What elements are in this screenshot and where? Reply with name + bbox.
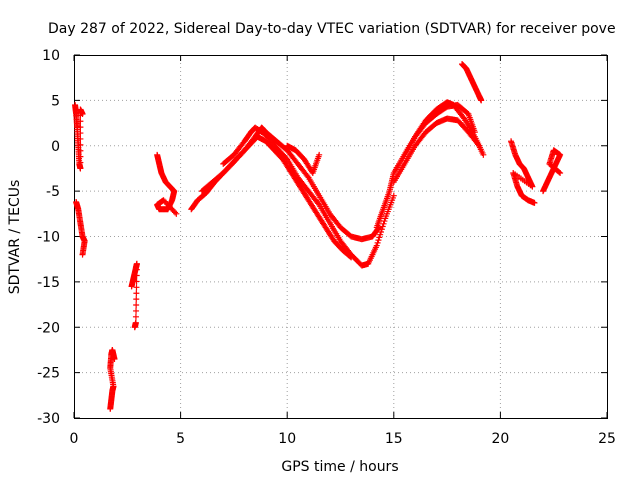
data-point-marker [133,260,140,267]
data-point-marker [77,118,84,125]
series-arc-11 [390,115,483,186]
y-tick-label: -15 [37,275,60,291]
data-point-marker [133,272,140,279]
data-point-marker [376,234,383,241]
data-point-marker [315,200,322,207]
data-point-marker [373,242,380,249]
data-point-marker [133,307,140,314]
series-arc-14 [508,138,538,206]
y-tick-label: 10 [42,48,60,64]
y-tick-label: -5 [46,184,60,200]
data-point-marker [316,151,323,158]
data-point-marker [531,199,538,206]
data-point-marker [133,296,140,303]
data-point-marker [172,209,179,216]
y-tick-label: -30 [37,411,60,427]
y-tick-label: 5 [51,93,60,109]
data-point-marker [77,165,84,172]
series-arc-08 [220,124,397,269]
data-point-marker [380,220,387,227]
x-axis-label: GPS time / hours [281,459,398,475]
y-tick-label: -10 [37,230,60,246]
grid-lines [74,55,607,418]
series-arc-03 [107,346,118,412]
data-point-marker [374,239,381,246]
data-point-marker [173,210,180,217]
data-point-marker [77,147,84,154]
y-axis-label: SDTVAR / TECUs [7,180,23,295]
series-arc-13 [459,61,485,104]
data-point-marker [377,231,384,238]
data-point-marker [132,313,139,320]
x-tick-label: 0 [70,431,79,447]
data-point-marker [556,169,563,176]
x-tick-label: 20 [491,431,509,447]
data-point-marker [478,97,485,104]
data-point-marker [77,130,84,137]
series-arc-06 [188,133,355,261]
data-point-marker [133,266,140,273]
series-arc-09 [284,142,323,176]
series-arc-04 [128,260,140,331]
data-point-marker [480,151,487,158]
y-tick-label: -25 [37,366,60,382]
series-arc-15 [540,147,564,195]
data-point-marker [378,228,385,235]
data-point-marker [77,141,84,148]
data-points [72,61,564,412]
data-point-marker [131,324,138,331]
data-point-marker [557,169,564,176]
data-point-marker [79,251,86,258]
series-arc-02 [73,199,88,258]
data-point-marker [133,278,140,285]
data-point-marker [77,153,84,160]
data-point-marker [77,135,84,142]
data-point-marker [77,159,84,166]
chart-title: Day 287 of 2022, Sidereal Day-to-day VTE… [48,21,616,37]
x-tick-label: 5 [176,431,185,447]
y-tick-label: 0 [51,139,60,155]
data-point-marker [375,237,382,244]
data-point-marker [133,302,140,309]
series-arc-07 [198,124,382,243]
data-point-marker [77,124,84,131]
data-point-marker [133,284,140,291]
axis-ticks: 0 5 10 15 20 25 10 5 0 -5 -10 -15 -20 -25 -30 [37,48,616,447]
data-point-marker [379,223,386,230]
data-point-marker [304,173,311,180]
x-tick-label: 10 [278,431,296,447]
series-arc-05 [154,151,180,217]
data-point-marker [79,110,86,117]
series-arc-01 [72,101,86,172]
series-arc-12 [401,99,487,158]
data-point-marker [133,290,140,297]
x-tick-label: 15 [385,431,403,447]
data-point-marker [111,356,118,363]
data-point-marker [460,114,467,121]
data-point-marker [378,226,385,233]
x-tick-label: 25 [598,431,616,447]
data-point-marker [390,192,397,199]
y-tick-label: -20 [37,320,60,336]
data-point-marker [381,218,388,225]
